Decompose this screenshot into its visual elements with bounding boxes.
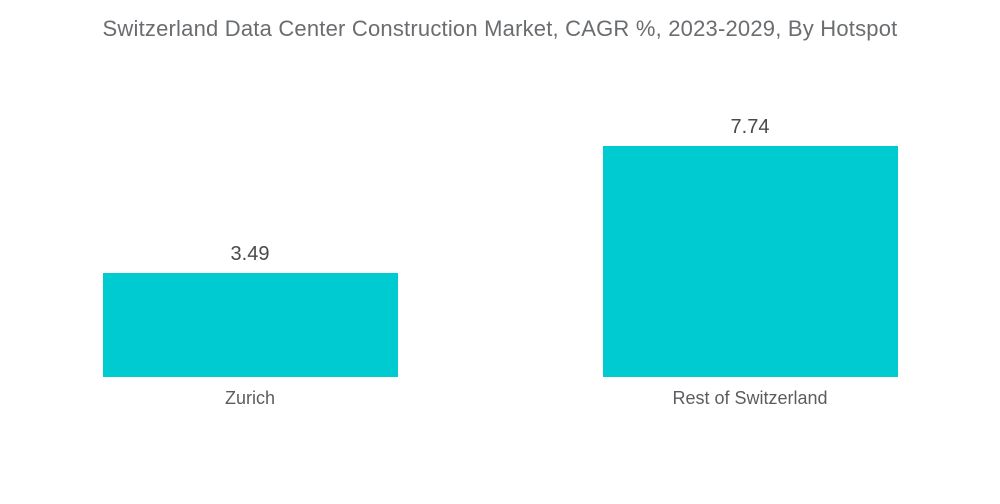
bar-rest-of-switzerland xyxy=(602,146,898,377)
bar-group-zurich: 3.49 Zurich xyxy=(0,0,500,420)
category-label: Zurich xyxy=(224,388,275,408)
bar-group-rest-of-switzerland: 7.74 Rest of Switzerland xyxy=(500,0,1000,420)
bar-zurich xyxy=(102,272,398,377)
bar-value-label: 7.74 xyxy=(730,116,770,138)
bar-value-label: 3.49 xyxy=(230,242,270,265)
bar-chart-plot-area: 3.49 Zurich 7.74 Rest of Switzerland xyxy=(0,0,1000,420)
chart-title: Switzerland Data Center Construction Mar… xyxy=(102,16,898,41)
category-label: Rest of Switzerland xyxy=(672,388,828,408)
